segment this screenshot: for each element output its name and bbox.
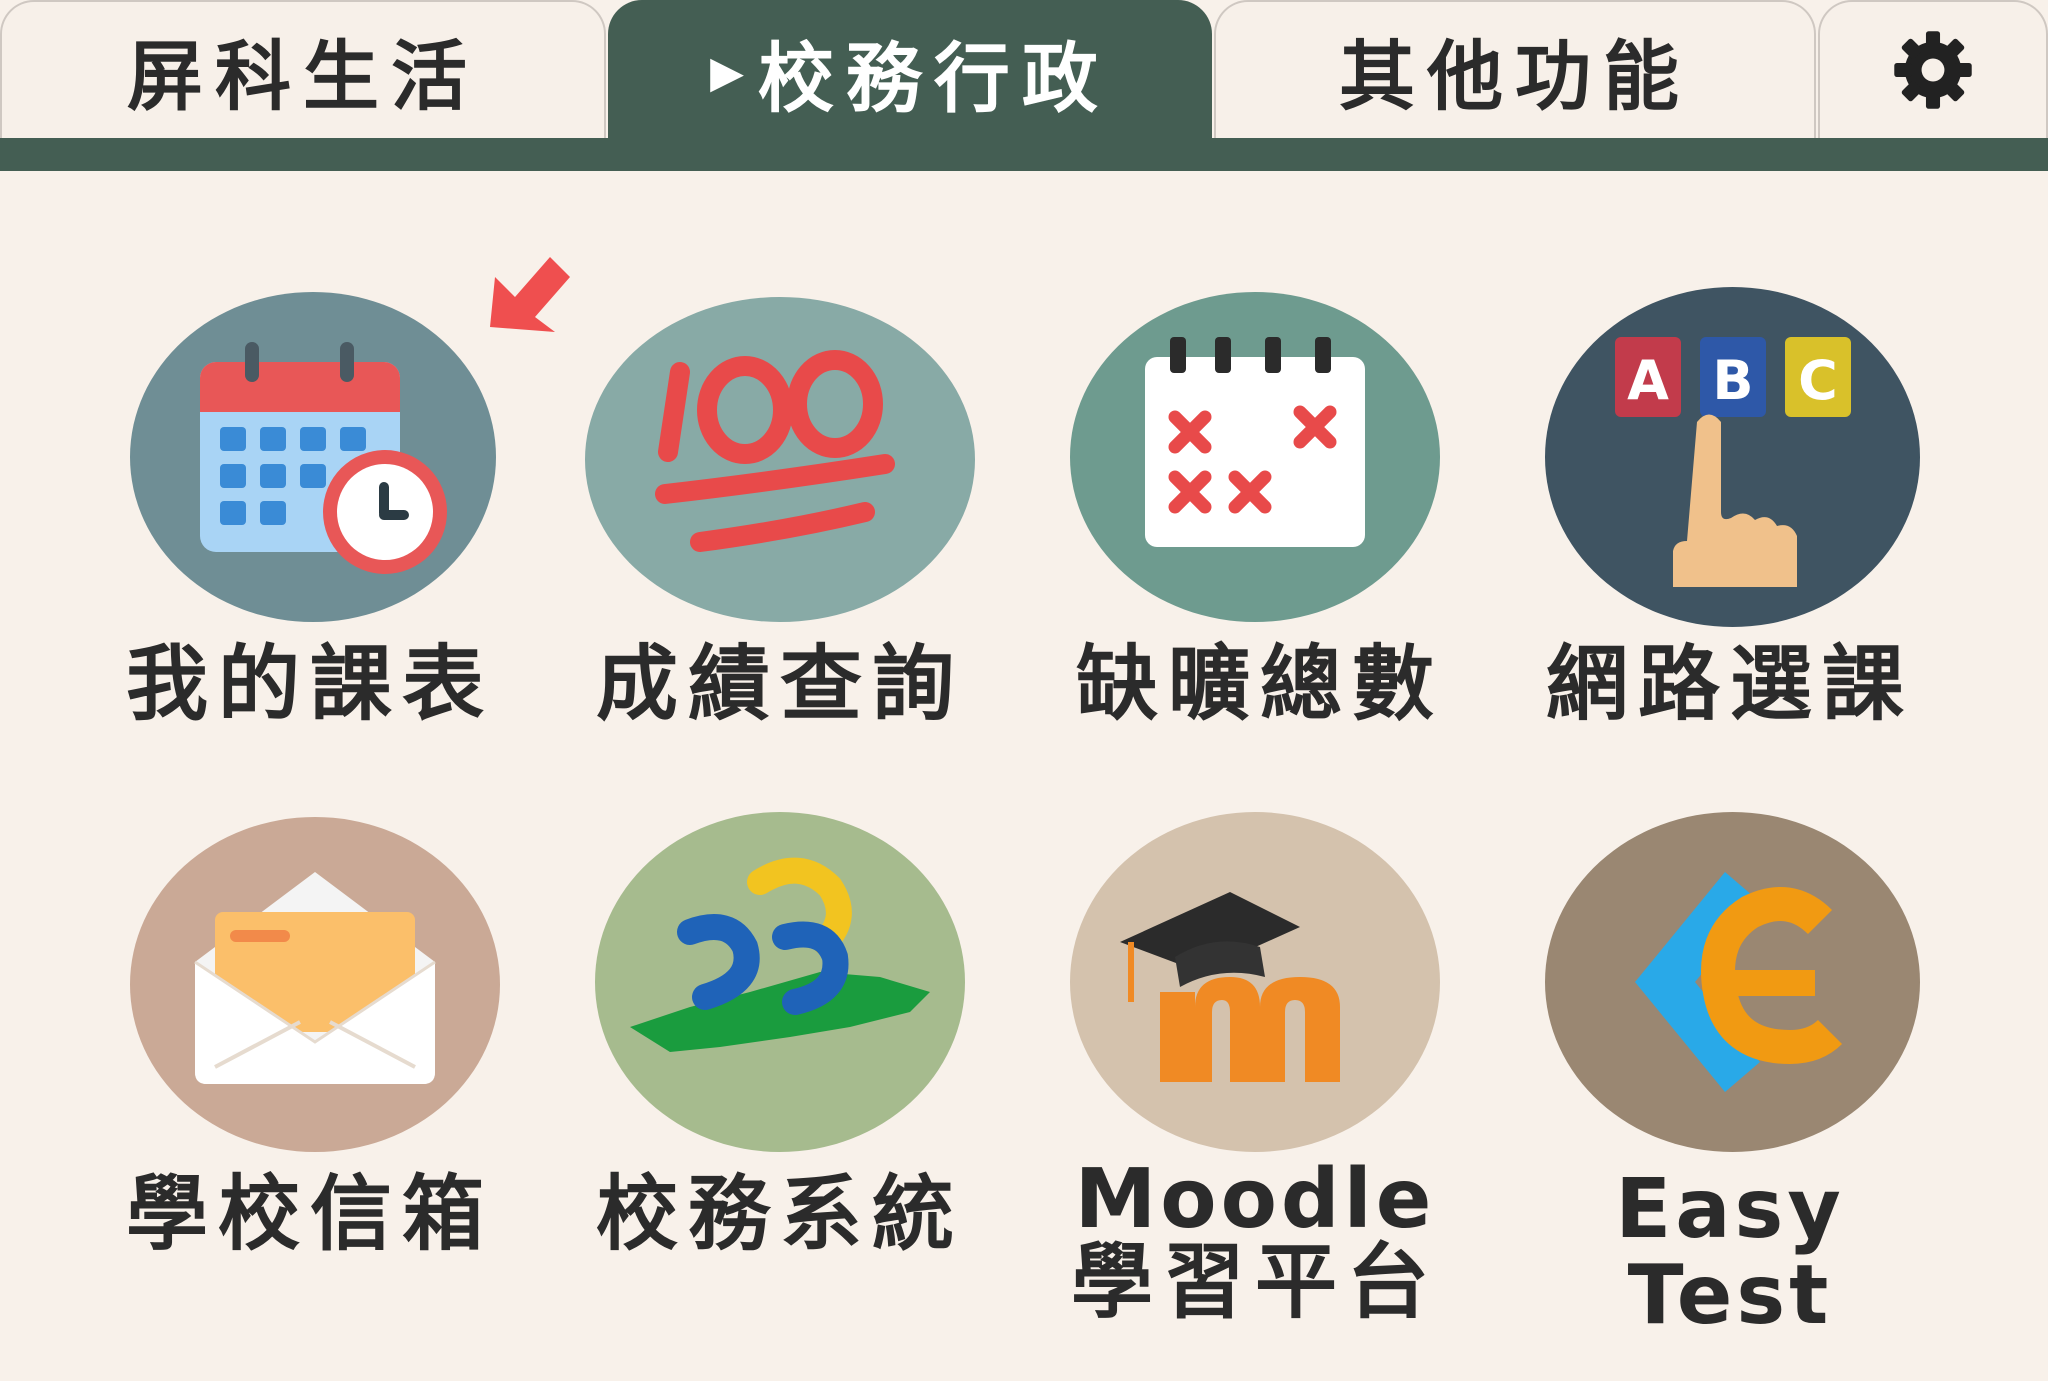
- app-label-line1: Moodle: [1074, 1152, 1436, 1247]
- svg-text:A: A: [1627, 349, 1669, 412]
- app-school-admin-system[interactable]: 校務系統: [580, 812, 1000, 1258]
- svg-text:B: B: [1712, 349, 1753, 412]
- tab-underline: [0, 138, 2048, 171]
- gear-icon: [1894, 31, 1972, 109]
- app-grid: 我的課表 成績查詢: [0, 172, 2048, 1381]
- calendar-clock-icon: [200, 342, 447, 574]
- app-label: Easy Test: [1615, 1162, 1845, 1344]
- app-label: 成績查詢: [595, 637, 964, 732]
- active-tab-marker-icon: ▶: [710, 46, 744, 98]
- app-grade-query[interactable]: 成績查詢: [580, 282, 1000, 728]
- tab-bar: 屏科生活 ▶ 校務行政 其他功能: [0, 0, 2048, 172]
- envelope-icon: [194, 872, 436, 1084]
- settings-tab[interactable]: [1818, 0, 2048, 138]
- app-label: 學校信箱: [125, 1167, 494, 1262]
- new-arrow-icon: [490, 257, 570, 332]
- icon-background: [585, 297, 975, 622]
- app-label: 缺曠總數: [1075, 637, 1444, 732]
- abc-selection-icon: A B C: [1615, 337, 1851, 587]
- app-online-course-selection[interactable]: A B C 網路選課: [1530, 282, 1950, 728]
- school-system-logo-icon: [630, 857, 930, 1052]
- app-label: 網路選課: [1545, 637, 1914, 732]
- app-absence-count[interactable]: 缺曠總數: [1060, 282, 1480, 728]
- app-label-line2: 學習平台: [1070, 1235, 1439, 1330]
- easy-test-icon: [1635, 872, 1843, 1092]
- moodle-icon: [1120, 892, 1340, 1082]
- app-school-mailbox[interactable]: 學校信箱: [120, 812, 540, 1258]
- tab-label: 其他功能: [1339, 32, 1691, 121]
- tab-other-functions[interactable]: 其他功能: [1214, 0, 1816, 138]
- tab-label: 屏科生活: [127, 32, 479, 121]
- tab-school-admin[interactable]: ▶ 校務行政: [608, 0, 1212, 142]
- absence-calendar-icon: [1145, 337, 1365, 547]
- app-my-schedule[interactable]: 我的課表: [120, 257, 570, 728]
- tab-campus-life[interactable]: 屏科生活: [0, 0, 606, 138]
- app-label: 我的課表: [125, 637, 494, 732]
- app-moodle[interactable]: Moodle 學習平台: [1060, 812, 1480, 1332]
- tab-label: 校務行政: [757, 34, 1110, 123]
- hundred-points-icon: [655, 350, 895, 552]
- svg-text:C: C: [1798, 349, 1838, 412]
- app-label: 校務系統: [595, 1167, 964, 1262]
- app-easy-test[interactable]: Easy Test: [1530, 812, 1950, 1339]
